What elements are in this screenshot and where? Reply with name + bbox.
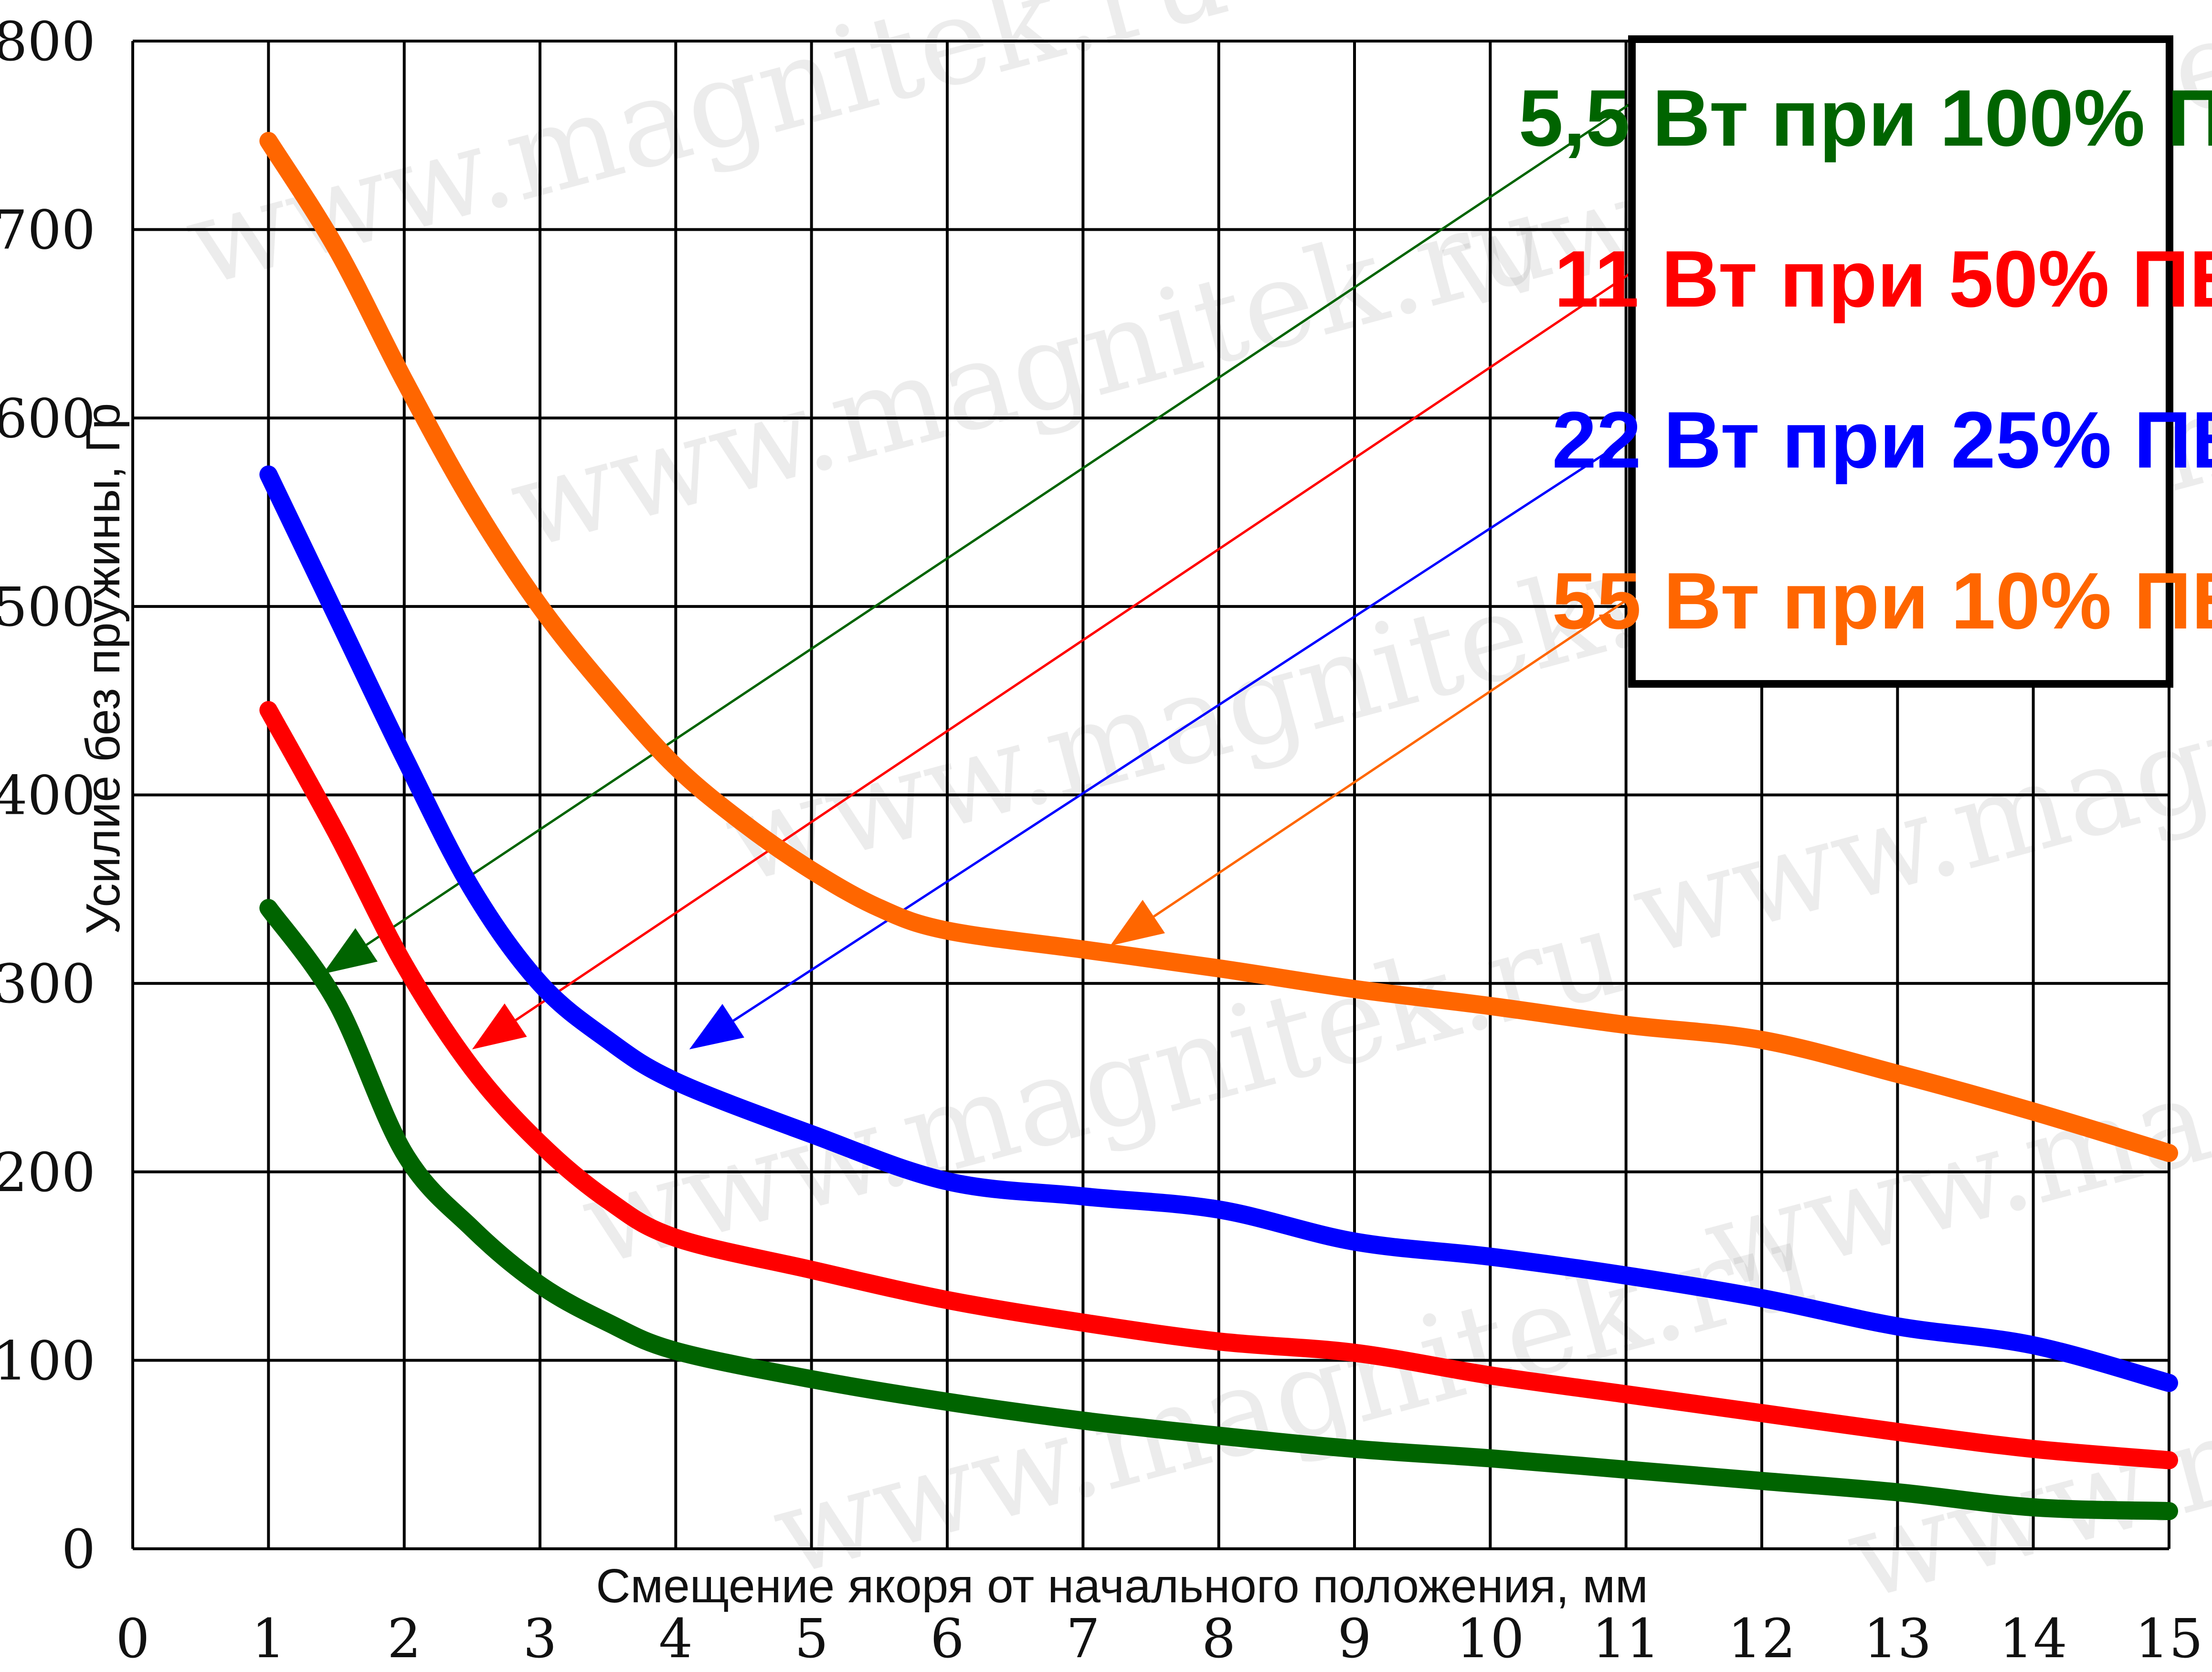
- legend-item-2: 11 Вт при 50% ПВ: [1554, 234, 2212, 324]
- y-tick-label: 800: [0, 11, 95, 73]
- y-tick-label: 600: [0, 388, 95, 450]
- y-tick-label: 400: [0, 765, 95, 827]
- x-tick-label: 4: [659, 1608, 693, 1670]
- watermark-text: www.magnitek.ru: [1833, 1216, 2212, 1627]
- y-axis-title: Усилие без пружины, Гр: [76, 403, 130, 935]
- legend-items: 5,5 Вт при 100% ПВ 11 Вт при 50% ПВ 22 Вт …: [1519, 73, 2212, 646]
- x-tick-label: 12: [1728, 1608, 1796, 1670]
- annotation-arrow-head: [472, 1003, 527, 1050]
- x-tick-label: 10: [1456, 1608, 1524, 1670]
- y-tick-label: 300: [0, 953, 95, 1015]
- legend: 5,5 Вт при 100% ПВ 11 Вт при 50% ПВ 22 Вт …: [1519, 35, 2212, 688]
- annotation-arrow-line: [366, 96, 1640, 946]
- y-tick-label: 100: [0, 1330, 95, 1392]
- annotation-arrows: [323, 96, 1640, 1050]
- annotation-arrow-head: [689, 1004, 744, 1050]
- series-lines: [259, 132, 2178, 1521]
- annotation-arrow-head: [323, 928, 378, 974]
- x-tick-label: 13: [1863, 1608, 1932, 1670]
- x-tick-label: 7: [1066, 1608, 1100, 1670]
- series-line-1: [259, 899, 2178, 1521]
- y-tick-labels: 0 100 200 300 400 500 600 700 800: [0, 11, 95, 1581]
- x-tick-label: 0: [116, 1608, 149, 1670]
- legend-item-3: 22 Вт при 25% ПВ: [1552, 395, 2212, 485]
- x-tick-label: 3: [523, 1608, 557, 1670]
- legend-item-4: 55 Вт при 10% ПВ: [1552, 556, 2212, 646]
- series-line-2: [259, 701, 2178, 1470]
- annotation-arrow-head: [1110, 900, 1165, 946]
- x-tick-label: 15: [2135, 1608, 2203, 1670]
- x-tick-label: 6: [930, 1608, 964, 1670]
- y-tick-label: 200: [0, 1142, 95, 1204]
- x-tick-label: 9: [1337, 1608, 1371, 1670]
- legend-box: [1628, 35, 2173, 688]
- y-tick-label: 700: [0, 200, 95, 262]
- x-tick-label: 1: [252, 1608, 286, 1670]
- watermark-text: www.magnitek.ru: [1690, 905, 2212, 1317]
- y-tick-label: 0: [62, 1519, 95, 1581]
- annotation-arrow-line: [515, 266, 1640, 1022]
- x-tick-label: 2: [387, 1608, 421, 1670]
- x-tick-labels: 0 1 2 3 4 5 6 7 8 9 10 11 12 13 14 15: [116, 1608, 2203, 1670]
- annotation-arrow-line: [732, 430, 1640, 1022]
- watermark-text: www.magnitek.ru: [497, 165, 1565, 576]
- series-line-3: [259, 465, 2178, 1392]
- y-tick-label: 500: [0, 576, 95, 639]
- x-tick-label: 5: [794, 1608, 828, 1670]
- watermark-text: www.magnitek.ru: [172, 0, 1240, 314]
- series-line-4: [259, 132, 2178, 1162]
- x-tick-label: 8: [1202, 1608, 1236, 1670]
- legend-item-1: 5,5 Вт при 100% ПВ: [1519, 73, 2212, 163]
- x-axis-title: Смещение якоря от начального положения, …: [596, 1559, 1648, 1613]
- x-tick-label: 11: [1592, 1608, 1660, 1670]
- x-tick-label: 14: [1999, 1608, 2067, 1670]
- grid: [131, 40, 2170, 1550]
- annotation-arrow-line: [1153, 590, 1640, 918]
